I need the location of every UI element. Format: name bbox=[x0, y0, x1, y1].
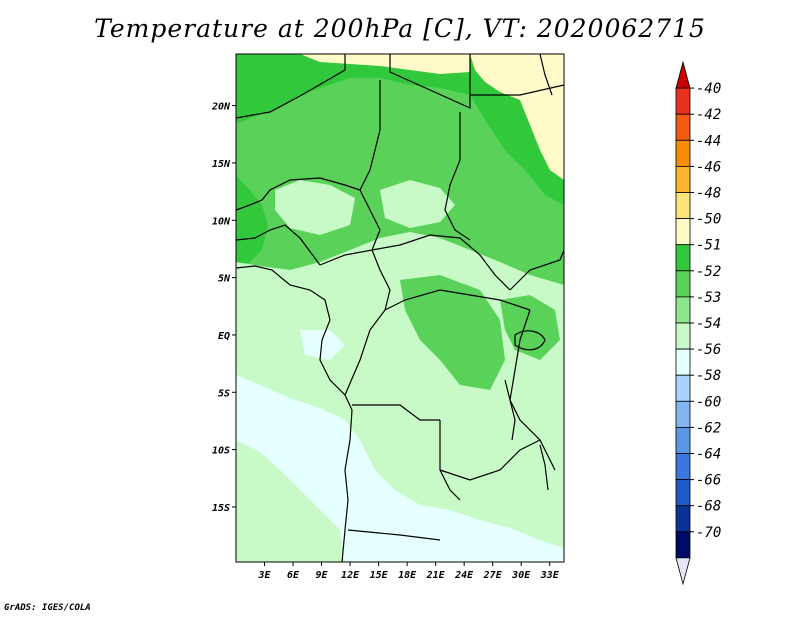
x-tick-label: 18E bbox=[398, 570, 417, 581]
field-pale-green-sw-band bbox=[236, 440, 345, 562]
border-zambia bbox=[439, 439, 541, 481]
credit-text: GrADS: IGES/COLA bbox=[4, 603, 91, 613]
border-north-algeria bbox=[236, 54, 346, 119]
y-tick-label: 20N bbox=[211, 102, 231, 113]
border-lake-victoria bbox=[514, 330, 546, 351]
legend-swatch bbox=[675, 192, 691, 220]
legend-swatch bbox=[675, 60, 691, 89]
legend-label: -62 bbox=[696, 420, 721, 436]
field-pale-green-north-1 bbox=[275, 180, 355, 235]
legend-swatch bbox=[675, 348, 691, 376]
legend-swatch bbox=[675, 426, 691, 454]
border-drc-north bbox=[384, 289, 531, 311]
color-legend: -40 -42 -44 -46 -48 -50 -51 -52 -53 -54 -56 -58 -60 -… bbox=[675, 60, 721, 586]
country-borders bbox=[236, 54, 564, 562]
legend-swatch bbox=[675, 322, 691, 350]
field-pale-yellow-top bbox=[300, 54, 470, 74]
legend-swatch bbox=[675, 505, 691, 533]
y-tick-label: 5S bbox=[218, 388, 230, 399]
field-pale-green-north-2 bbox=[380, 180, 455, 228]
legend-swatch bbox=[675, 113, 691, 141]
legend-label: -40 bbox=[696, 81, 721, 97]
border-west-africa bbox=[236, 177, 361, 211]
legend-label: -44 bbox=[696, 133, 721, 149]
field-pale-cyan-small bbox=[300, 330, 345, 360]
x-tick-label: 33E bbox=[540, 570, 560, 581]
x-tick-label: 9E bbox=[316, 570, 329, 581]
x-tick-label: 24E bbox=[454, 570, 474, 581]
border-coastline-west bbox=[236, 265, 353, 562]
x-tick-label: 3E bbox=[257, 570, 271, 581]
legend-swatch bbox=[675, 244, 691, 272]
legend-swatch bbox=[675, 531, 691, 559]
map-title: Temperature at 200hPa [C], VT: 202006271… bbox=[94, 14, 706, 43]
legend-label: -46 bbox=[696, 159, 721, 175]
legend-label: -70 bbox=[696, 525, 721, 541]
legend-label: -58 bbox=[696, 368, 721, 384]
legend-swatch bbox=[675, 270, 691, 298]
border-ethiopia bbox=[509, 249, 564, 291]
legend-label: -56 bbox=[696, 342, 721, 358]
legend-label: -53 bbox=[696, 290, 721, 306]
border-angola-south bbox=[347, 529, 441, 541]
legend-swatch bbox=[675, 479, 691, 507]
field-pale-yellow-ne bbox=[470, 54, 564, 180]
border-libya bbox=[389, 54, 471, 109]
y-tick-label: 10N bbox=[212, 216, 231, 227]
field-dark-green-west bbox=[236, 175, 268, 268]
legend-swatch bbox=[675, 400, 691, 428]
legend-label: -48 bbox=[696, 186, 721, 202]
y-axis: 20N 15N 10N 5N EQ 5S 10S 15S bbox=[211, 102, 236, 514]
y-tick-label: 5N bbox=[218, 274, 231, 285]
x-tick-label: 15E bbox=[370, 570, 389, 581]
temperature-field bbox=[236, 54, 564, 562]
border-lake-tanganyika bbox=[504, 379, 516, 441]
border-sudan-west bbox=[444, 112, 471, 241]
y-tick-label: 15N bbox=[212, 159, 231, 170]
legend-swatch bbox=[675, 296, 691, 324]
legend-swatch bbox=[675, 165, 691, 193]
x-tick-label: 6E bbox=[287, 570, 300, 581]
field-light-green-center bbox=[400, 275, 505, 390]
legend-swatch bbox=[675, 374, 691, 402]
border-lake-malawi bbox=[539, 444, 549, 491]
border-cameroon bbox=[319, 249, 391, 311]
legend-swatch bbox=[675, 218, 691, 246]
legend-label: -64 bbox=[696, 447, 721, 463]
y-tick-label: EQ bbox=[218, 331, 230, 342]
x-tick-label: 21E bbox=[426, 570, 446, 581]
border-angola-north bbox=[352, 404, 440, 421]
y-tick-label: 10S bbox=[212, 446, 230, 457]
legend-swatch bbox=[675, 453, 691, 481]
y-tick-label: 15S bbox=[212, 503, 230, 514]
legend-label: -66 bbox=[696, 473, 721, 489]
border-red-sea bbox=[539, 54, 553, 96]
legend-label: -42 bbox=[696, 107, 721, 123]
plot-frame bbox=[235, 53, 565, 563]
legend-label: -60 bbox=[696, 394, 721, 410]
legend-label: -54 bbox=[696, 316, 721, 332]
legend-swatch bbox=[675, 557, 691, 586]
x-tick-label: 30E bbox=[511, 570, 531, 581]
border-nigeria bbox=[236, 224, 321, 266]
legend-label: -51 bbox=[696, 238, 721, 254]
border-drc-west bbox=[344, 309, 386, 396]
legend-swatch bbox=[675, 139, 691, 167]
field-dark-green-north bbox=[236, 54, 564, 205]
legend-label: -68 bbox=[696, 499, 721, 515]
border-angola-east bbox=[439, 420, 461, 501]
legend-label: -50 bbox=[696, 212, 721, 228]
x-tick-label: 27E bbox=[483, 570, 503, 581]
legend-swatch bbox=[675, 87, 691, 115]
border-car bbox=[371, 234, 511, 291]
x-axis: 3E 6E 9E 12E 15E 18E 21E 24E 27E 30E 33E bbox=[257, 562, 560, 581]
legend-label: -52 bbox=[696, 264, 721, 280]
x-tick-label: 12E bbox=[341, 570, 360, 581]
